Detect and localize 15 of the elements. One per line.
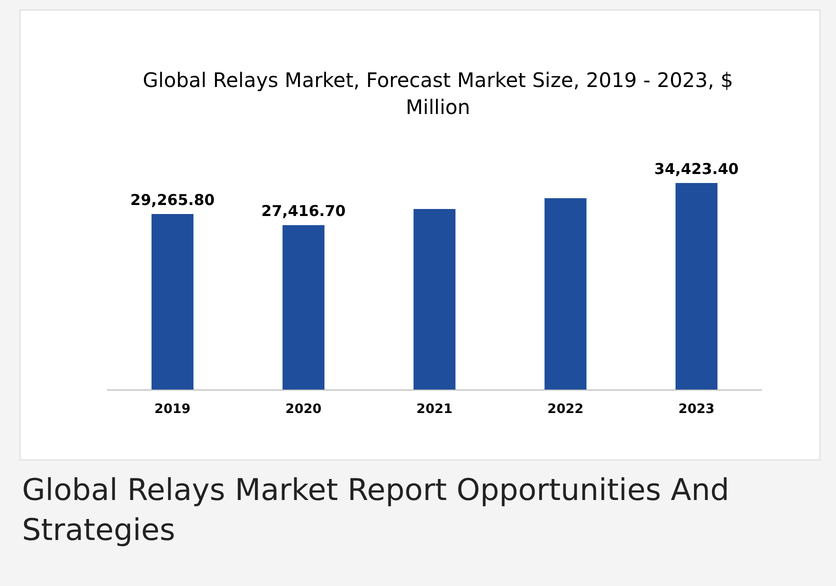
- bar: [544, 198, 586, 390]
- text: Global Relays Market Report Opportunities And Strategies: [22, 473, 730, 548]
- chart-title: Global Relays Market, Forecast Market Size, 2019 - 2023, $ Million: [142, 68, 734, 119]
- x-tick-label: 2019: [154, 402, 191, 418]
- x-tick-label: 2022: [547, 402, 584, 418]
- data-label: 29,265.80: [130, 191, 215, 210]
- x-tick-label: 2021: [416, 402, 453, 418]
- x-tick-label: 2020: [285, 402, 322, 418]
- x-tick-label: 2023: [678, 402, 715, 418]
- bar: [676, 183, 718, 390]
- bar: [282, 225, 324, 390]
- bar: [414, 209, 456, 390]
- bar: [152, 214, 194, 390]
- data-label: 27,416.70: [261, 202, 346, 220]
- data-label: 34,423.40: [654, 160, 739, 178]
